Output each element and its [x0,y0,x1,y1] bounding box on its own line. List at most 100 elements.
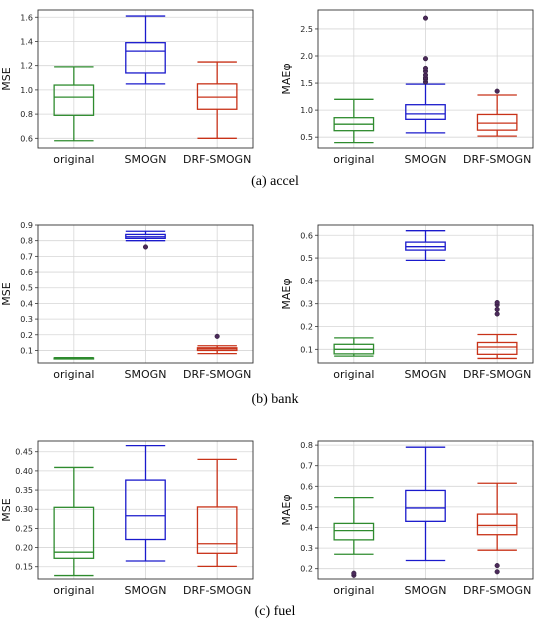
caption-bank: (b) bank [251,392,299,407]
outlier-point [494,300,500,306]
box-original [333,496,375,578]
x-tick-label: DRF-SMOGN [463,153,531,166]
iqr-box [125,42,166,74]
y-tick-label: 0.1 [300,345,313,354]
outlier-point [142,244,149,250]
box-smogn [405,15,446,134]
box-smogn [125,15,166,85]
y-tick-label: 0.30 [15,505,33,514]
plot-frame [317,9,534,149]
y-axis-label: MSE [0,282,13,305]
boxplot-panel-bank-mse: 0.1 0.2 0.3 0.4 0.5 0.6 0.7 0.8 0.9 original SMOGN… [0,221,254,381]
y-tick-label: 0.5 [300,133,313,142]
x-tick-label: DRF-SMOGN [463,368,531,381]
box-smogn [125,230,166,250]
iqr-box [476,341,518,355]
y-tick-label: 0.25 [15,524,33,533]
x-tick-label: SMOGN [405,153,447,166]
outlier-point [494,88,500,94]
y-tick-label: 0.15 [15,563,33,572]
y-tick-label: 0.6 [20,268,33,277]
y-tick-label: 1.2 [20,62,33,71]
x-tick-label: SMOGN [125,368,167,381]
box-drf-smogn [476,300,518,360]
y-tick-label: 2.5 [300,25,313,34]
iqr-box [476,113,518,131]
x-tick-label: original [333,584,374,597]
caption-fuel: (c) fuel [254,604,296,619]
y-tick-label: 0.6 [300,231,313,240]
outlier-point [422,56,429,62]
outlier-point [494,569,500,575]
box-drf-smogn [196,61,238,139]
x-tick-label: original [53,368,94,381]
iqr-box [53,506,95,559]
y-tick-label: 0.35 [15,486,33,495]
y-tick-label: 0.5 [20,284,33,293]
boxplot-panel-accel-mse: 0.6 0.8 1.0 1.2 1.4 1.6 original SMOGN DRF-SMOGN… [0,9,254,166]
y-tick-label: 0.7 [20,252,33,261]
y-tick-label: 0.6 [300,482,313,491]
box-drf-smogn [476,482,518,575]
box-smogn [405,230,446,262]
outlier-point [494,311,500,317]
plot-frame [37,440,254,580]
x-tick-label: SMOGN [405,584,447,597]
x-tick-label: DRF-SMOGN [183,584,251,597]
y-tick-label: 0.20 [15,544,33,553]
box-original [53,466,95,577]
y-tick-label: 0.2 [300,323,313,332]
y-tick-label: 1.5 [300,79,313,88]
plot-frame [37,224,254,364]
boxplot-panel-fuel-mse: 0.15 0.20 0.25 0.30 0.35 0.40 0.45 original SMOG… [0,440,254,597]
iqr-box [476,513,518,536]
outlier-point [494,306,500,312]
iqr-box [125,479,166,541]
plot-frame [317,440,534,580]
caption-accel: (a) accel [251,174,299,189]
x-tick-label: SMOGN [125,584,167,597]
x-tick-label: DRF-SMOGN [183,153,251,166]
y-tick-label: 0.5 [300,503,313,512]
boxplot-panel-bank-maephi: 0.1 0.2 0.3 0.4 0.5 0.6 original SMOGN DRF-SMOGN… [280,224,534,381]
y-tick-label: 2.0 [300,52,313,61]
box-original [333,337,375,357]
y-tick-label: 1.0 [300,106,313,115]
box-drf-smogn [476,88,518,137]
y-tick-label: 0.8 [20,110,33,119]
y-tick-label: 0.2 [20,331,33,340]
y-tick-label: 0.2 [300,565,313,574]
y-tick-label: 1.4 [20,37,33,46]
y-axis-label: MSE [0,498,13,521]
y-axis-label: MAEφ [280,278,293,309]
x-tick-label: original [333,368,374,381]
outlier-point [214,333,220,339]
iqr-box [196,506,238,554]
box-smogn [405,446,446,562]
y-tick-label: 0.1 [20,346,33,355]
box-original [53,66,95,142]
outlier-point [494,563,500,569]
y-tick-label: 0.5 [300,254,313,263]
y-tick-label: 0.3 [300,300,313,309]
y-tick-label: 0.8 [20,237,33,246]
outlier-point [422,65,429,71]
box-original [53,357,95,360]
y-tick-label: 1.6 [20,13,33,22]
iqr-box [53,84,95,116]
x-tick-label: SMOGN [405,368,447,381]
x-tick-label: original [53,153,94,166]
y-tick-label: 0.8 [300,441,313,450]
y-tick-label: 0.40 [15,467,33,476]
y-axis-label: MAEφ [280,494,293,525]
y-tick-label: 1.0 [20,86,33,95]
plot-frame [317,224,534,364]
y-tick-label: 0.7 [300,462,313,471]
y-axis-label: MAEφ [280,63,293,94]
box-smogn [125,444,166,562]
box-original [333,98,375,144]
box-drf-smogn [196,458,238,567]
y-tick-label: 0.4 [300,277,313,286]
